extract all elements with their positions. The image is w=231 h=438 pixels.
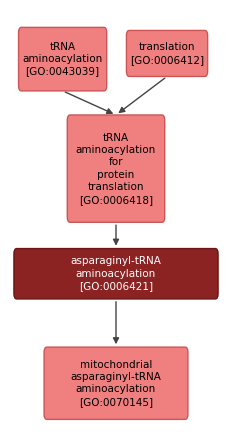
FancyBboxPatch shape <box>14 249 217 299</box>
Text: translation
[GO:0006412]: translation [GO:0006412] <box>129 42 203 65</box>
FancyBboxPatch shape <box>67 115 164 223</box>
FancyBboxPatch shape <box>44 347 187 420</box>
Text: tRNA
aminoacylation
[GO:0043039]: tRNA aminoacylation [GO:0043039] <box>22 42 102 77</box>
Text: tRNA
aminoacylation
for
protein
translation
[GO:0006418]: tRNA aminoacylation for protein translat… <box>76 133 155 205</box>
Text: asparaginyl-tRNA
aminoacylation
[GO:0006421]: asparaginyl-tRNA aminoacylation [GO:0006… <box>70 256 161 291</box>
FancyBboxPatch shape <box>126 31 207 76</box>
FancyBboxPatch shape <box>18 27 106 91</box>
Text: mitochondrial
asparaginyl-tRNA
aminoacylation
[GO:0070145]: mitochondrial asparaginyl-tRNA aminoacyl… <box>70 360 161 407</box>
